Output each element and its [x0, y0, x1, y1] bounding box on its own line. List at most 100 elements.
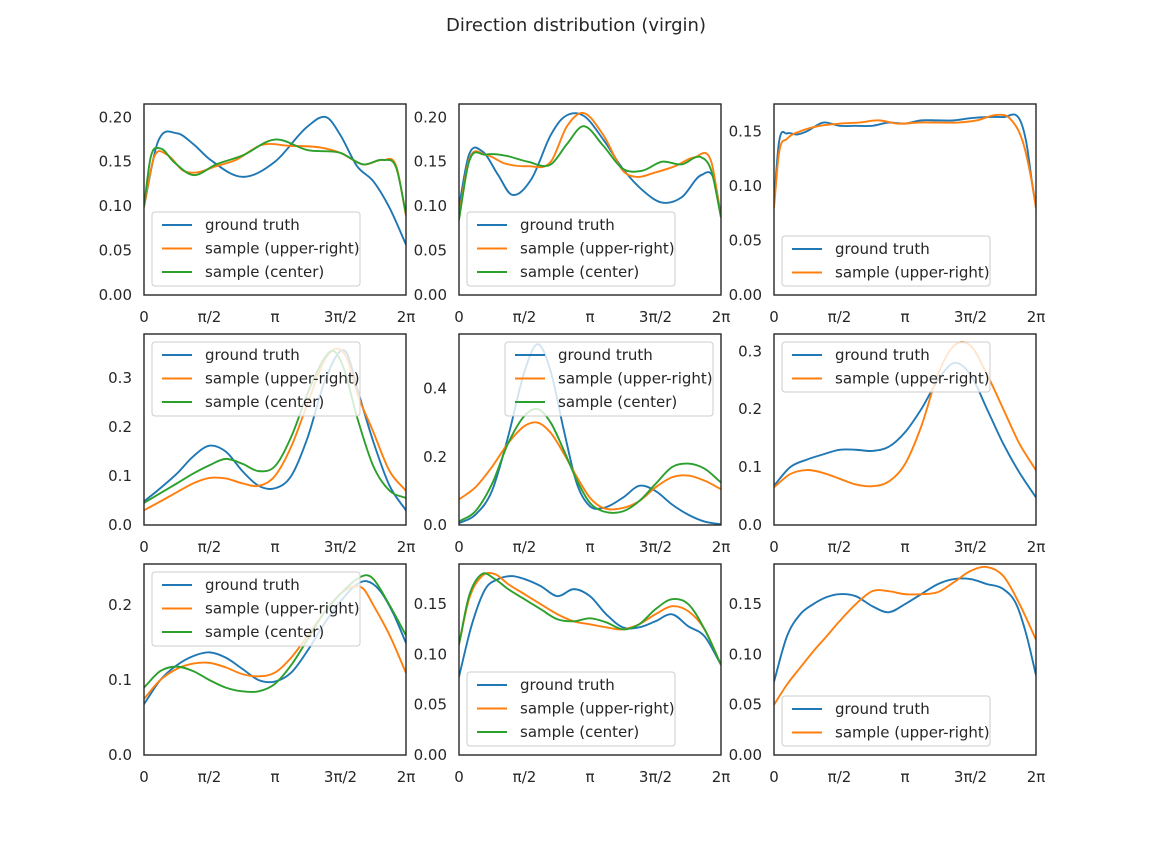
- x-tick-label: π: [270, 768, 279, 786]
- y-tick-label: 0.00: [99, 286, 132, 304]
- series-line-ground-truth: [774, 577, 1036, 683]
- x-tick-label: π: [585, 308, 594, 326]
- legend: ground truth sample (upper-right): [781, 341, 991, 393]
- y-tick-label: 0.00: [729, 286, 762, 304]
- y-tick-label: 0.15: [414, 595, 447, 613]
- x-tick-label: π/2: [828, 308, 852, 326]
- series-line-sample-upper-right: [774, 341, 1036, 489]
- legend-box: [151, 571, 361, 647]
- legend: ground truth sample (upper-right) sample (…: [151, 341, 361, 417]
- series-group: [774, 565, 1036, 706]
- legend-label: ground truth: [558, 346, 653, 364]
- legend-label: ground truth: [205, 576, 300, 594]
- series-group: [774, 113, 1036, 209]
- x-tick-label: π/2: [513, 538, 537, 556]
- y-tick-label: 0.05: [99, 242, 132, 260]
- x-tick-label: 0: [454, 308, 464, 326]
- subplot-2: 0 π/2 π 3π/2 2π 0.00 0.05 0.10 0.15 0.20 ground tr…: [414, 103, 730, 326]
- y-tick-label: 0.05: [414, 242, 447, 260]
- legend: ground truth sample (upper-right): [781, 695, 991, 747]
- subplot-8: 0 π/2 π 3π/2 2π 0.00 0.05 0.10 0.15 ground truth s…: [414, 563, 730, 786]
- series-line-sample-center: [459, 407, 721, 523]
- axes-frame: [143, 103, 407, 296]
- y-tick-label: 0.10: [729, 177, 762, 195]
- legend: ground truth sample (upper-right): [781, 235, 991, 287]
- legend-label: ground truth: [520, 216, 615, 234]
- y-tick-label: 0.20: [414, 108, 447, 126]
- series-line-sample-upper-right: [459, 572, 721, 666]
- y-tick-label: 0.0: [738, 516, 762, 534]
- y-tick-label: 0.10: [414, 645, 447, 663]
- legend-label: sample (upper-right): [205, 370, 360, 388]
- legend-label: sample (center): [520, 263, 639, 281]
- legend-label: sample (upper-right): [520, 240, 675, 258]
- y-tick-label: 0.4: [423, 380, 447, 398]
- legend-box: [781, 341, 991, 393]
- series-group: [459, 572, 721, 678]
- x-tick-label: π: [270, 308, 279, 326]
- x-tick-label: 0: [769, 768, 779, 786]
- y-tick-label: 0.0: [108, 746, 132, 764]
- figure-title: Direction distribution (virgin): [446, 15, 706, 36]
- y-tick-label: 0.2: [738, 400, 762, 418]
- x-tick-label: 2π: [1027, 768, 1046, 786]
- legend-label: sample (center): [205, 623, 324, 641]
- x-tick-label: 2π: [1027, 538, 1046, 556]
- x-tick-label: 3π/2: [324, 538, 357, 556]
- x-tick-label: π/2: [198, 308, 222, 326]
- y-tick-label: 0.20: [99, 108, 132, 126]
- legend-label: sample (upper-right): [835, 264, 990, 282]
- y-tick-label: 0.00: [414, 746, 447, 764]
- series-group: [459, 111, 721, 221]
- y-tick-label: 0.1: [108, 671, 132, 689]
- series-line-sample-center: [459, 572, 721, 666]
- legend-label: sample (upper-right): [835, 370, 990, 388]
- legend: ground truth sample (upper-right) sample (…: [151, 571, 361, 647]
- x-tick-label: 3π/2: [954, 538, 987, 556]
- x-tick-label: π/2: [513, 308, 537, 326]
- y-tick-label: 0.15: [729, 122, 762, 140]
- series-line-sample-upper-right: [774, 565, 1036, 706]
- subplot-6: 0 π/2 π 3π/2 2π 0.0 0.1 0.2 0.3 ground truth sampl…: [738, 333, 1046, 556]
- subplot-5: 0 π/2 π 3π/2 2π 0.0 0.2 0.4 ground truth sample (…: [423, 333, 730, 556]
- x-tick-label: 2π: [397, 768, 416, 786]
- subplot-7: 0 π/2 π 3π/2 2π 0.0 0.1 0.2 ground truth sample (…: [108, 563, 416, 786]
- x-tick-label: 3π/2: [324, 308, 357, 326]
- series-line-ground-truth: [144, 580, 406, 706]
- legend-box: [781, 695, 991, 747]
- y-tick-label: 0.2: [108, 596, 132, 614]
- series-line-ground-truth: [459, 112, 721, 216]
- series-line-ground-truth: [774, 361, 1036, 499]
- y-tick-label: 0.05: [729, 696, 762, 714]
- series-line-sample-upper-right: [459, 111, 721, 218]
- legend-box: [466, 211, 676, 287]
- axes-frame: [143, 333, 407, 526]
- axes-frame: [458, 103, 722, 296]
- x-tick-label: π: [585, 538, 594, 556]
- subplot-1: 0 π/2 π 3π/2 2π 0.00 0.05 0.10 0.15 0.20 ground tr…: [99, 103, 416, 326]
- x-tick-label: 3π/2: [954, 768, 987, 786]
- y-tick-label: 0.10: [414, 197, 447, 215]
- series-group: [144, 115, 406, 246]
- x-tick-label: 3π/2: [639, 768, 672, 786]
- legend-box: [466, 671, 676, 747]
- series-line-sample-upper-right: [774, 113, 1036, 209]
- y-tick-label: 0.15: [729, 595, 762, 613]
- legend-label: sample (upper-right): [520, 700, 675, 718]
- series-group: [774, 341, 1036, 499]
- x-tick-label: 0: [139, 538, 149, 556]
- series-line-sample-upper-right: [144, 585, 406, 700]
- y-tick-label: 0.10: [99, 197, 132, 215]
- legend: ground truth sample (upper-right) sample (…: [504, 341, 714, 417]
- legend-label: sample (center): [558, 393, 677, 411]
- subplot-9: 0 π/2 π 3π/2 2π 0.00 0.05 0.10 0.15 ground truth s…: [729, 563, 1046, 786]
- x-tick-label: π: [900, 538, 909, 556]
- series-line-sample-center: [459, 125, 721, 221]
- x-tick-label: 2π: [397, 308, 416, 326]
- subplot-4: 0 π/2 π 3π/2 2π 0.0 0.1 0.2 0.3 ground truth sampl…: [108, 333, 415, 556]
- legend-label: sample (center): [205, 263, 324, 281]
- legend-label: sample (upper-right): [558, 370, 713, 388]
- series-line-sample-center: [144, 138, 406, 215]
